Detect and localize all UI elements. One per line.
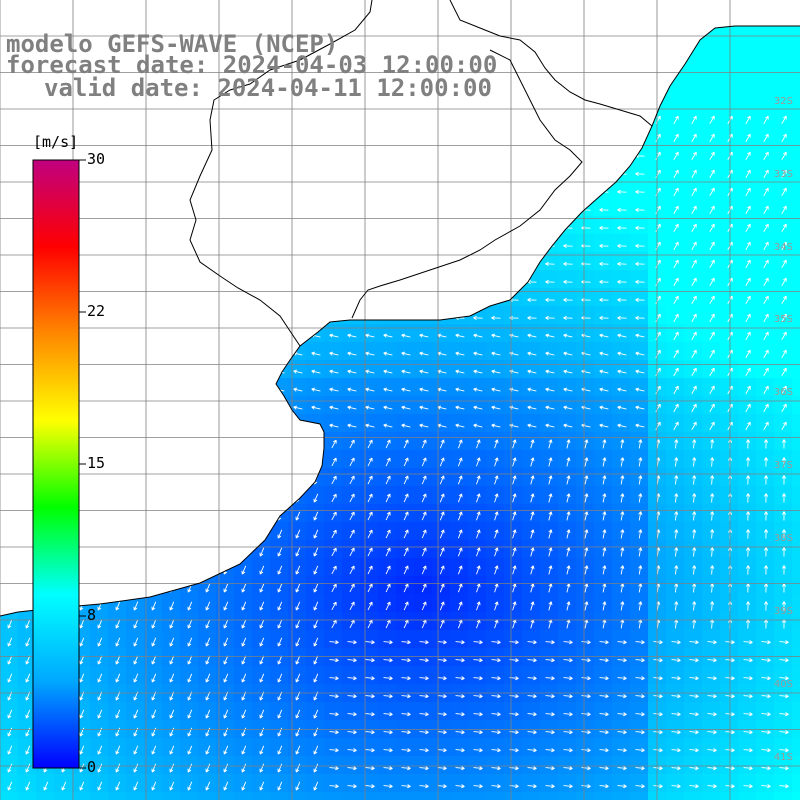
- colorbar-tick-30: 30: [87, 150, 106, 168]
- interior-border: [351, 49, 583, 319]
- colorbar-unit: [m/s]: [33, 133, 79, 151]
- lat-label: 36S: [774, 387, 793, 398]
- lat-label: 40S: [774, 679, 793, 690]
- lat-label: 38S: [774, 533, 793, 544]
- colorbar-tick-15: 15: [87, 454, 106, 472]
- lat-label: 33S: [774, 169, 793, 180]
- lat-label: 39S: [774, 606, 793, 617]
- latitude-labels: 32S 33S 34S 35S 36S 37S 38S 39S 40S 41S: [774, 96, 793, 763]
- lat-label: 34S: [774, 242, 793, 253]
- coastline: [0, 25, 800, 617]
- colorbar-tick-22: 22: [87, 302, 106, 320]
- lat-label: 35S: [774, 314, 793, 325]
- valid-date: valid date: 2024-04-11 12:00:00: [44, 74, 492, 102]
- colorbar-tick-0: 0: [87, 758, 97, 776]
- country-border-south: [189, 0, 373, 347]
- country-border-north: [449, 0, 653, 127]
- colorbar-tick-8: 8: [87, 606, 97, 624]
- model-title: modelo GEFS-WAVE (NCEP): [6, 30, 339, 58]
- colorbar-gradient: [32, 159, 80, 769]
- colorbar: [32, 159, 86, 769]
- lat-label: 41S: [774, 752, 793, 763]
- lat-label: 37S: [774, 460, 793, 471]
- forecast-date: forecast date: 2024-04-03 12:00:00: [6, 51, 498, 79]
- lat-label: 32S: [774, 96, 793, 107]
